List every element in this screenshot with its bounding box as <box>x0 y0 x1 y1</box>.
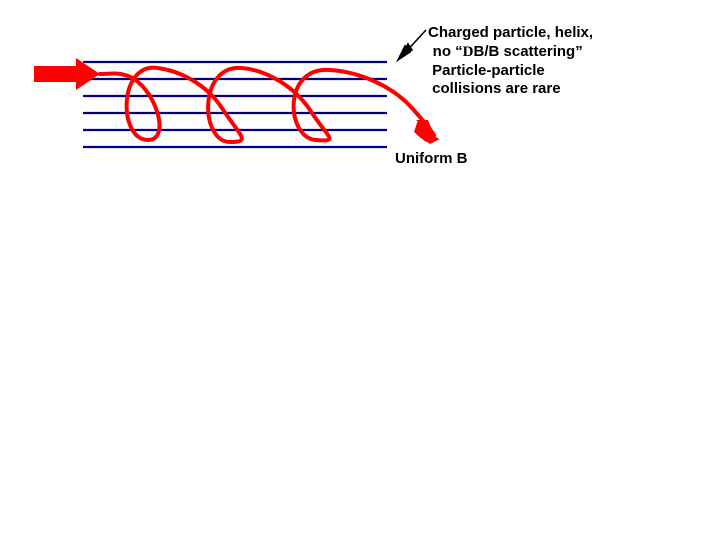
uniform-b-label: Uniform B <box>395 150 468 169</box>
helix-label-line2: no “DB/B scattering” <box>428 43 593 62</box>
helix-label: Charged particle, helix, no “DB/B scatte… <box>428 24 593 99</box>
diagram-svg <box>0 0 720 540</box>
helix-label-line3: Particle-particle <box>428 62 593 81</box>
helix-label-line4: collisions are rare <box>428 80 593 99</box>
helix-label-line1: Charged particle, helix, <box>428 24 593 43</box>
diagram-canvas: Charged particle, helix, no “DB/B scatte… <box>0 0 720 540</box>
